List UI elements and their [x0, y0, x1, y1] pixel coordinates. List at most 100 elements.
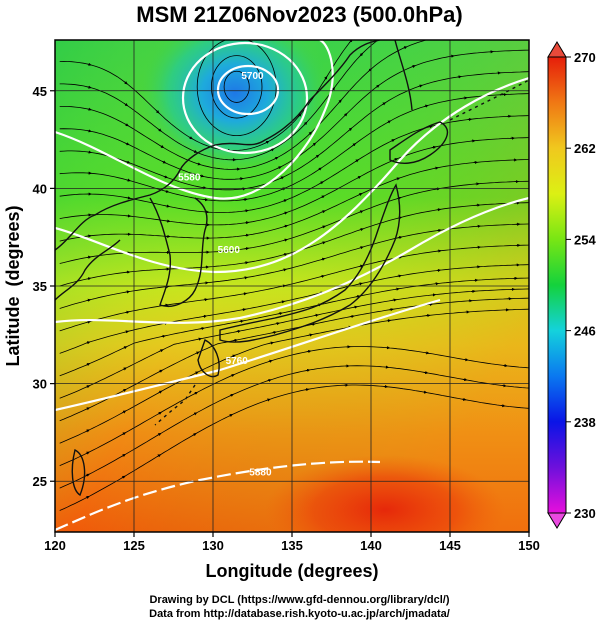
stream-arrow [279, 176, 285, 180]
stream-arrow [87, 150, 92, 154]
stream-arrow [268, 359, 273, 363]
stream-arrow [431, 145, 437, 149]
contour-label: 5700 [241, 71, 264, 82]
stream-arrow [124, 123, 129, 127]
stream-arrow [462, 96, 468, 100]
coastlines [55, 40, 529, 497]
streamline [59, 244, 529, 332]
stream-arrow [199, 174, 205, 178]
stream-arrow [244, 221, 250, 225]
stream-arrow [244, 247, 250, 251]
x-tick-label: 120 [44, 538, 66, 553]
stream-arrow [158, 369, 163, 373]
stream-arrow [434, 166, 439, 170]
stream-arrow [85, 451, 90, 455]
stream-arrow [121, 475, 126, 479]
stream-arrow [161, 334, 166, 338]
stream-arrow [359, 228, 364, 232]
stream-arrow [86, 320, 91, 324]
stream-arrow [193, 412, 198, 416]
x-tick-label: 140 [360, 538, 382, 553]
stream-arrow [85, 429, 90, 433]
stream-arrow [86, 277, 92, 281]
y-tick-label: 40 [33, 181, 47, 196]
korea [149, 197, 208, 307]
stream-arrow [244, 209, 249, 213]
stream-arrow [125, 160, 131, 164]
stream-arrow [457, 75, 462, 79]
stream-arrow [196, 162, 202, 166]
contour-label: 5600 [218, 245, 241, 256]
stream-arrow [121, 453, 126, 458]
streamline [59, 223, 529, 309]
stream-arrow [194, 371, 199, 375]
stream-arrow [303, 121, 308, 126]
streamline [59, 264, 529, 354]
contour-labels: 5700 5580 5600 5760 5880 [178, 71, 272, 478]
stream-arrow [157, 432, 162, 437]
stream-arrow [308, 333, 313, 337]
stream-arrow [164, 189, 170, 193]
stream-arrow [304, 388, 310, 392]
stream-arrow [158, 390, 163, 394]
stream-arrow [312, 142, 317, 147]
stream-arrow [239, 319, 244, 323]
stream-arrow [157, 128, 162, 132]
stream-arrow [397, 274, 402, 278]
china-coast [55, 239, 121, 301]
stream-arrow [159, 349, 164, 353]
stream-arrow [324, 76, 328, 81]
stream-arrow [203, 298, 208, 302]
grid [55, 40, 529, 532]
stream-arrow [163, 175, 169, 179]
stream-arrow [122, 367, 127, 371]
streamline [59, 308, 529, 444]
stream-arrow [282, 199, 288, 203]
stream-arrow [449, 54, 455, 58]
stream-arrow [436, 268, 442, 273]
colorbar-tick-label: 254 [574, 232, 596, 247]
stream-arrow [86, 298, 92, 302]
streamline [59, 384, 529, 511]
stream-arrow [321, 225, 326, 229]
stream-arrow [283, 238, 288, 242]
stream-arrow [306, 349, 312, 354]
streamline-vortex [210, 55, 263, 119]
stream-arrow [270, 148, 275, 152]
stream-arrow [338, 99, 342, 104]
streamline [59, 288, 529, 399]
streamlines [59, 40, 529, 511]
stream-arrow [87, 85, 92, 89]
honshu [219, 183, 401, 343]
colorbar-tick-label: 230 [574, 506, 596, 521]
stream-arrow [283, 253, 288, 257]
stream-arrow [85, 341, 91, 345]
colorbar-tick-label: 246 [574, 324, 596, 339]
stream-arrow [155, 109, 160, 114]
stream-arrow [359, 210, 364, 214]
cold-core [140, 40, 330, 173]
colorbar-ticks: 270 262 254 246 238 230 [566, 50, 596, 521]
stream-arrow [123, 102, 129, 107]
stream-arrow [311, 322, 316, 326]
stream-arrow [86, 255, 92, 259]
stream-arrow [124, 330, 130, 334]
colorbar-ramp [547, 56, 567, 514]
x-tick-label: 125 [123, 538, 145, 553]
stream-arrow [266, 398, 271, 402]
stream-arrow [157, 411, 162, 415]
stream-arrow [393, 158, 398, 162]
stream-arrow [87, 234, 92, 238]
stream-arrow [386, 319, 392, 323]
x-axis: 120 125 130 135 140 145 150 [44, 532, 540, 553]
stream-arrow [165, 219, 171, 223]
stream-arrow [85, 495, 90, 499]
stream-arrow [159, 144, 165, 149]
stream-arrow [353, 305, 358, 309]
streamline-vortex [196, 40, 277, 137]
stream-arrow [126, 178, 131, 182]
stream-arrow [241, 308, 247, 312]
stream-arrow [275, 322, 280, 326]
stream-arrow [461, 397, 467, 401]
stream-arrow [122, 410, 127, 414]
